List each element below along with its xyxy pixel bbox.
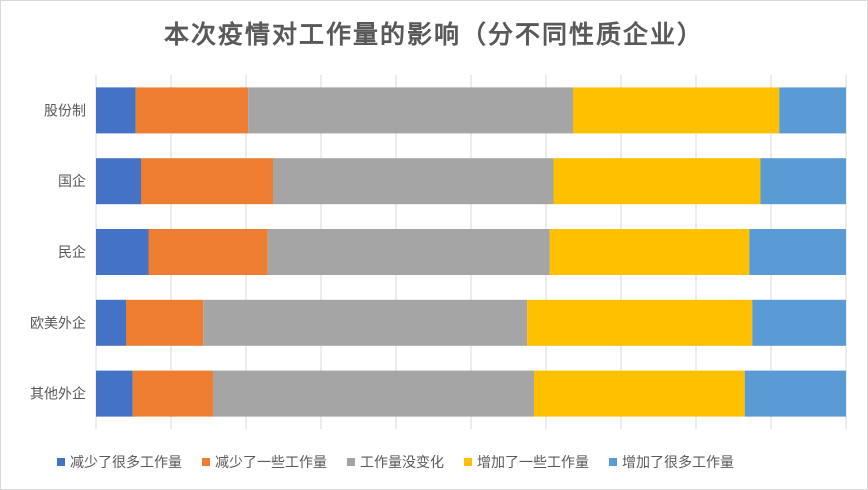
legend-swatch: [202, 458, 210, 466]
legend-item: 减少了一些工作量: [202, 452, 327, 472]
category-label: 民企: [58, 244, 86, 261]
bar-segment: [132, 370, 213, 417]
legend-item: 工作量没变化: [347, 452, 444, 472]
category-label: 其他外企: [30, 386, 86, 403]
bar-segment: [96, 370, 133, 417]
legend-swatch: [57, 458, 65, 466]
bar-segment: [96, 158, 141, 205]
bar-segment: [553, 158, 761, 205]
bar-segment: [760, 158, 846, 205]
bar-segment: [549, 229, 750, 275]
bar-segment: [527, 299, 753, 346]
bar-segment: [126, 299, 204, 346]
bar-segment: [749, 229, 846, 275]
legend-label: 增加了一些工作量: [477, 455, 589, 471]
bar-segment: [96, 229, 149, 275]
legend-label: 减少了很多工作量: [70, 455, 182, 471]
legend-item: 增加了很多工作量: [609, 452, 734, 472]
bar-segment: [573, 87, 780, 134]
bar-segment: [96, 299, 126, 346]
bar-segment: [744, 370, 846, 417]
bar-segment: [203, 299, 528, 346]
category-label: 国企: [58, 173, 86, 190]
bar-segment: [267, 229, 550, 275]
legend-swatch: [609, 458, 617, 466]
legend-item: 增加了一些工作量: [464, 452, 589, 472]
bar-segment: [135, 87, 249, 134]
bar-segment: [213, 370, 534, 417]
legend-label: 工作量没变化: [360, 455, 444, 471]
bar-segment: [141, 158, 273, 205]
category-label: 股份制: [44, 103, 86, 119]
bar-segment: [779, 87, 846, 134]
legend-item: 减少了很多工作量: [57, 452, 182, 472]
bar-segment: [752, 299, 846, 346]
chart-legend: 减少了很多工作量 减少了一些工作量 工作量没变化 增加了一些工作量 增加了很多工作量: [57, 452, 734, 472]
chart-title: 本次疫情对工作量的影响（分不同性质企业）: [163, 20, 704, 49]
category-label: 欧美外企: [30, 315, 86, 332]
bar-segment: [248, 87, 573, 134]
bar-segment: [273, 158, 554, 205]
legend-swatch: [464, 458, 472, 466]
bar-segment: [96, 87, 136, 134]
legend-label: 增加了很多工作量: [622, 455, 734, 471]
bar-segment: [534, 370, 745, 417]
bar-segment: [148, 229, 268, 275]
legend-label: 减少了一些工作量: [215, 455, 327, 471]
legend-swatch: [347, 458, 355, 466]
